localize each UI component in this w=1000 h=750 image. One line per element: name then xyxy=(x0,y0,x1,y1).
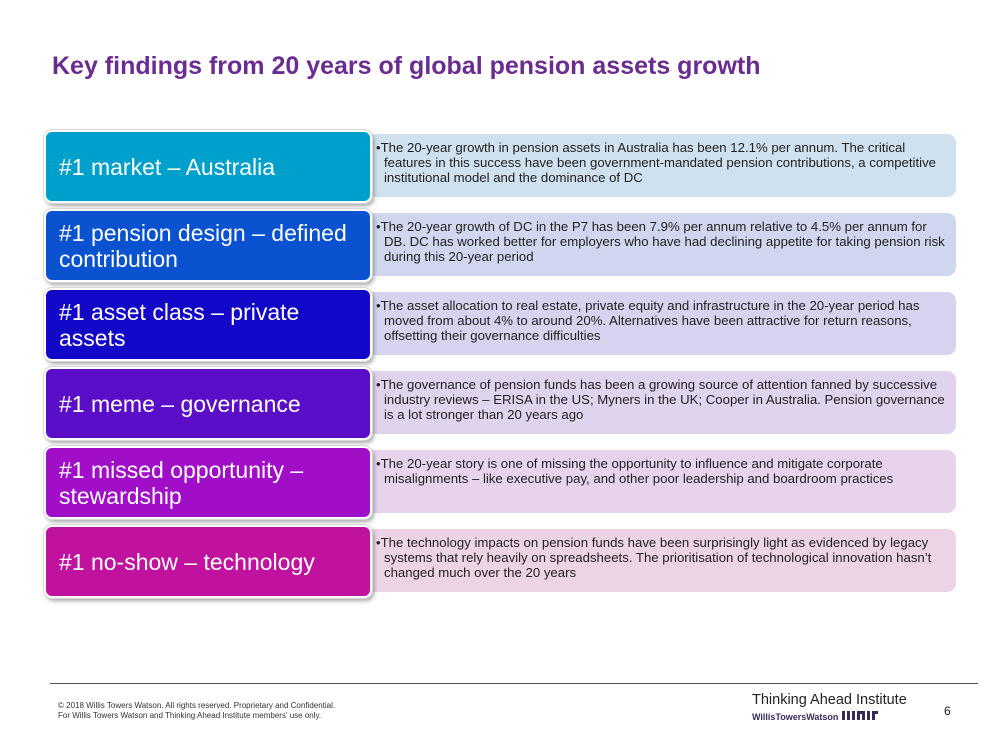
institute-logo-text: Thinking Ahead Institute xyxy=(752,692,907,708)
finding-row: •The 20-year story is one of missing the… xyxy=(44,446,956,519)
finding-description: •The asset allocation to real estate, pr… xyxy=(376,298,920,343)
finding-description: •The technology impacts on pension funds… xyxy=(376,535,932,580)
finding-label: #1 meme – governance xyxy=(44,367,372,440)
finding-description: •The 20-year growth of DC in the P7 has … xyxy=(376,219,945,264)
finding-label: #1 missed opportunity – stewardship xyxy=(44,446,372,519)
copyright-line: For Willis Towers Watson and Thinking Ah… xyxy=(58,711,322,720)
finding-description-box: •The governance of pension funds has bee… xyxy=(364,371,956,434)
footer-divider xyxy=(50,683,978,684)
company-name: WillisTowersWatson xyxy=(752,712,839,722)
page-title: Key findings from 20 years of global pen… xyxy=(52,52,761,80)
finding-label: #1 asset class – private assets xyxy=(44,288,372,361)
finding-description-box: •The 20-year growth in pension assets in… xyxy=(364,134,956,197)
finding-description: •The 20-year story is one of missing the… xyxy=(376,456,894,486)
page-number: 6 xyxy=(944,704,951,718)
finding-row: •The asset allocation to real estate, pr… xyxy=(44,288,956,361)
finding-description-box: •The 20-year growth of DC in the P7 has … xyxy=(364,213,956,276)
wtw-logo-icon xyxy=(842,711,878,720)
finding-description-box: •The 20-year story is one of missing the… xyxy=(364,450,956,513)
finding-row: •The governance of pension funds has bee… xyxy=(44,367,956,440)
finding-label: #1 market – Australia xyxy=(44,130,372,203)
finding-row: •The technology impacts on pension funds… xyxy=(44,525,956,598)
copyright-notice: © 2018 Willis Towers Watson. All rights … xyxy=(58,701,335,721)
finding-row: •The 20-year growth in pension assets in… xyxy=(44,130,956,203)
copyright-line: © 2018 Willis Towers Watson. All rights … xyxy=(58,701,336,710)
finding-description: •The 20-year growth in pension assets in… xyxy=(376,140,936,185)
finding-label: #1 pension design – defined contribution xyxy=(44,209,372,282)
finding-description-box: •The asset allocation to real estate, pr… xyxy=(364,292,956,355)
finding-description-box: •The technology impacts on pension funds… xyxy=(364,529,956,592)
finding-row: •The 20-year growth of DC in the P7 has … xyxy=(44,209,956,282)
finding-label: #1 no-show – technology xyxy=(44,525,372,598)
finding-description: •The governance of pension funds has bee… xyxy=(376,377,945,422)
